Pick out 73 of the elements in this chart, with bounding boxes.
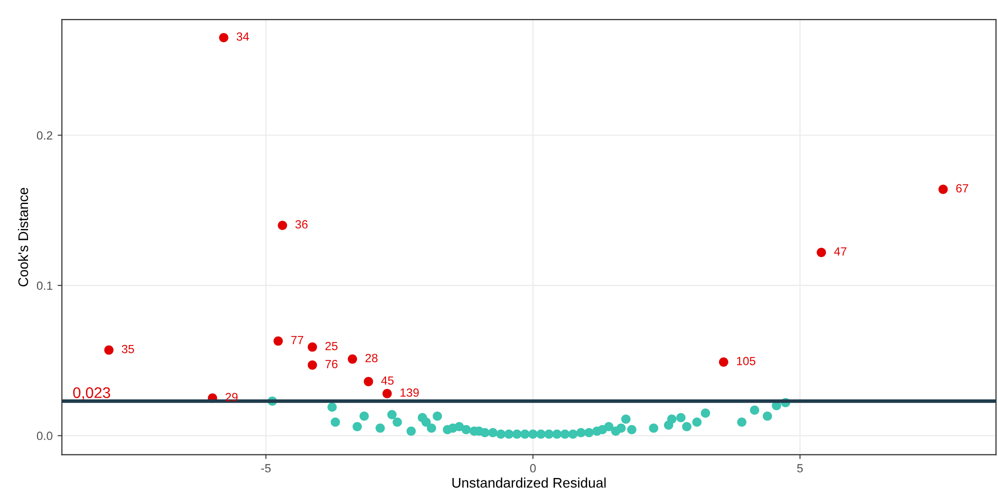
point	[816, 248, 826, 258]
point	[536, 429, 546, 439]
point	[692, 417, 702, 427]
point	[421, 417, 431, 427]
point	[621, 414, 631, 424]
annotation: 45	[381, 376, 394, 385]
point	[308, 342, 318, 352]
point	[560, 429, 570, 439]
point	[462, 424, 471, 434]
point	[352, 422, 362, 432]
point	[737, 417, 746, 427]
point	[496, 429, 506, 439]
point	[406, 426, 416, 436]
point	[360, 411, 369, 421]
y-tick-label: 0.2	[36, 131, 52, 140]
point	[682, 422, 692, 432]
ref-line-label: 0,023	[73, 387, 110, 400]
x-tick-label: -5	[261, 464, 271, 472]
point	[330, 417, 340, 427]
point	[392, 417, 402, 427]
y-tick-label: 0.1	[36, 281, 52, 290]
annotation: 29	[226, 392, 238, 402]
point	[700, 408, 710, 418]
point	[278, 220, 288, 230]
point	[512, 429, 522, 439]
point	[552, 429, 562, 439]
point	[584, 428, 594, 438]
point	[488, 428, 498, 438]
point	[528, 429, 538, 439]
point	[520, 429, 530, 439]
annotation: 35	[122, 344, 134, 354]
annotation: 28	[366, 354, 378, 362]
annotation: 139	[400, 388, 419, 397]
point	[387, 410, 397, 420]
point	[219, 32, 228, 42]
point	[648, 423, 658, 433]
annotation: 36	[295, 220, 308, 229]
y-tick-label: 0.0	[36, 432, 52, 440]
annotation: 105	[737, 356, 756, 366]
annotation: 47	[834, 247, 846, 256]
point	[667, 414, 676, 424]
point	[104, 345, 114, 355]
annotation: 77	[291, 336, 304, 344]
y-axis-title: Cook's Distance	[18, 188, 28, 286]
point	[480, 428, 490, 438]
point	[274, 336, 283, 346]
point	[327, 402, 337, 412]
point	[627, 424, 636, 434]
point	[348, 354, 358, 364]
point	[762, 411, 772, 421]
point	[382, 388, 392, 398]
point	[676, 412, 686, 422]
point	[376, 423, 385, 433]
point	[544, 429, 554, 439]
point	[504, 429, 514, 439]
annotation: 76	[325, 360, 338, 368]
x-axis-title: Unstandardized Residual	[452, 478, 606, 488]
x-tick-label: 5	[797, 464, 803, 472]
point	[616, 423, 626, 433]
point	[568, 429, 578, 439]
point	[308, 360, 318, 370]
point	[938, 184, 948, 194]
point	[718, 357, 728, 367]
point	[576, 428, 586, 438]
point	[750, 405, 760, 415]
annotation: 25	[325, 342, 338, 350]
annotation: 67	[956, 184, 968, 192]
point	[364, 376, 374, 386]
point	[604, 422, 614, 432]
x-tick-label: 0	[530, 464, 536, 472]
point	[432, 411, 442, 421]
annotation: 34	[236, 32, 249, 41]
point	[426, 423, 436, 433]
